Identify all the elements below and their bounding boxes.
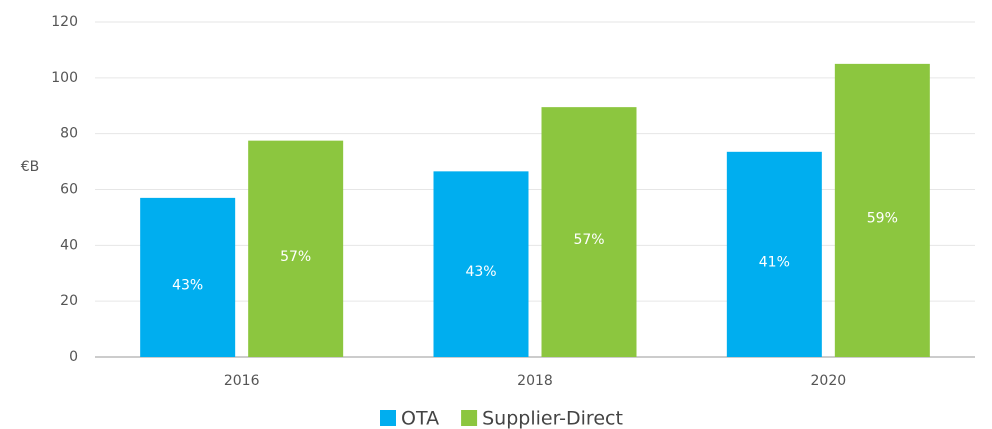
y-tick-label: 40 xyxy=(60,237,78,253)
data-label: 59% xyxy=(867,210,898,226)
y-tick-label: 80 xyxy=(60,126,78,142)
y-tick-label: 20 xyxy=(60,293,78,309)
bar xyxy=(140,197,236,357)
y-tick-label: 120 xyxy=(51,14,78,30)
legend-swatch xyxy=(380,410,396,426)
x-tick-label: 2016 xyxy=(224,373,260,389)
bar xyxy=(726,151,822,357)
legend-swatch xyxy=(461,410,478,426)
data-label: 41% xyxy=(759,254,790,270)
x-tick-label: 2020 xyxy=(811,373,847,389)
legend-label: OTA xyxy=(401,408,439,429)
y-axis-label: €B xyxy=(21,159,40,175)
x-tick-label: 2018 xyxy=(517,373,553,389)
bar xyxy=(834,63,930,357)
bar xyxy=(248,140,344,357)
bar xyxy=(541,107,637,357)
data-label: 43% xyxy=(172,277,203,293)
y-tick-label: 0 xyxy=(69,349,78,365)
y-tick-label: 100 xyxy=(51,70,78,86)
y-tick-label: 60 xyxy=(60,182,78,198)
data-label: 57% xyxy=(280,249,311,265)
data-label: 43% xyxy=(465,264,496,280)
bar xyxy=(433,171,529,357)
data-label: 57% xyxy=(573,232,604,248)
legend-label: Supplier-Direct xyxy=(482,408,623,429)
